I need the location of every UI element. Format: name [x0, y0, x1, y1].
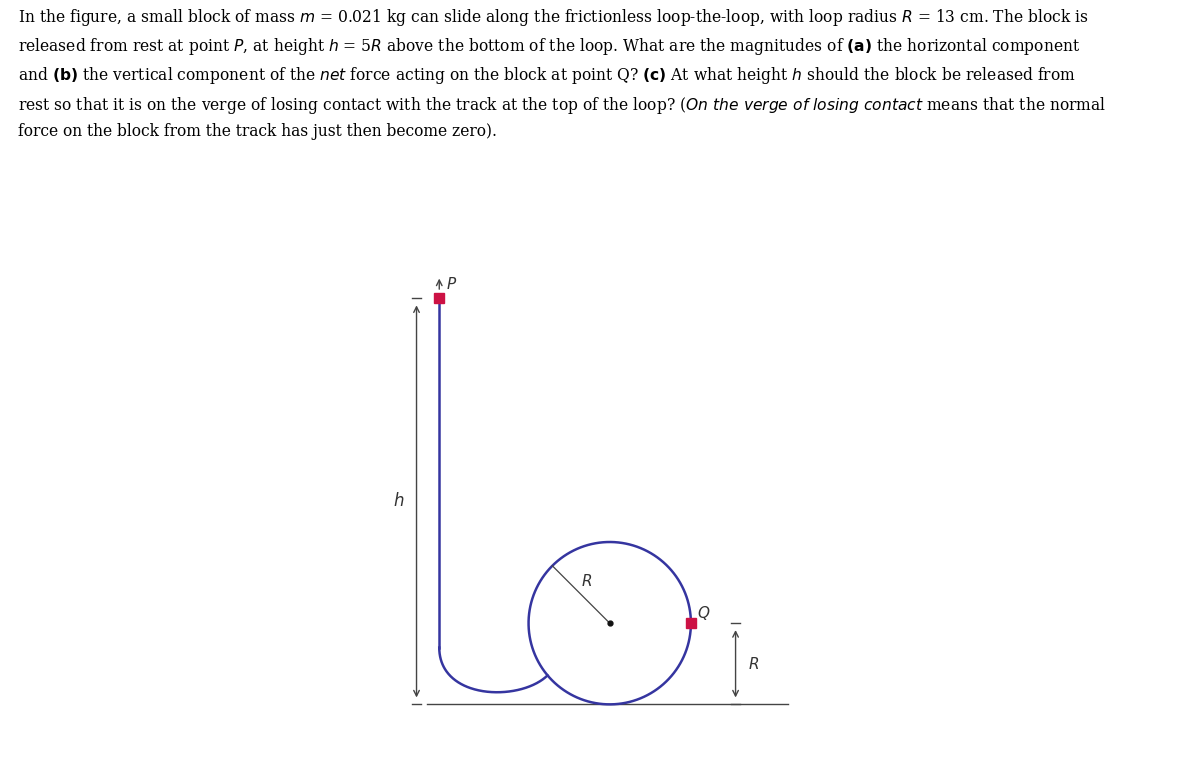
- Text: $h$: $h$: [393, 493, 405, 511]
- Text: $Q$: $Q$: [698, 605, 711, 622]
- Text: $R$: $R$: [748, 656, 758, 672]
- Text: $R$: $R$: [582, 573, 592, 589]
- Text: In the figure, a small block of mass $m$ = 0.021 kg can slide along the friction: In the figure, a small block of mass $m$…: [18, 7, 1106, 140]
- Text: $P$: $P$: [446, 275, 457, 292]
